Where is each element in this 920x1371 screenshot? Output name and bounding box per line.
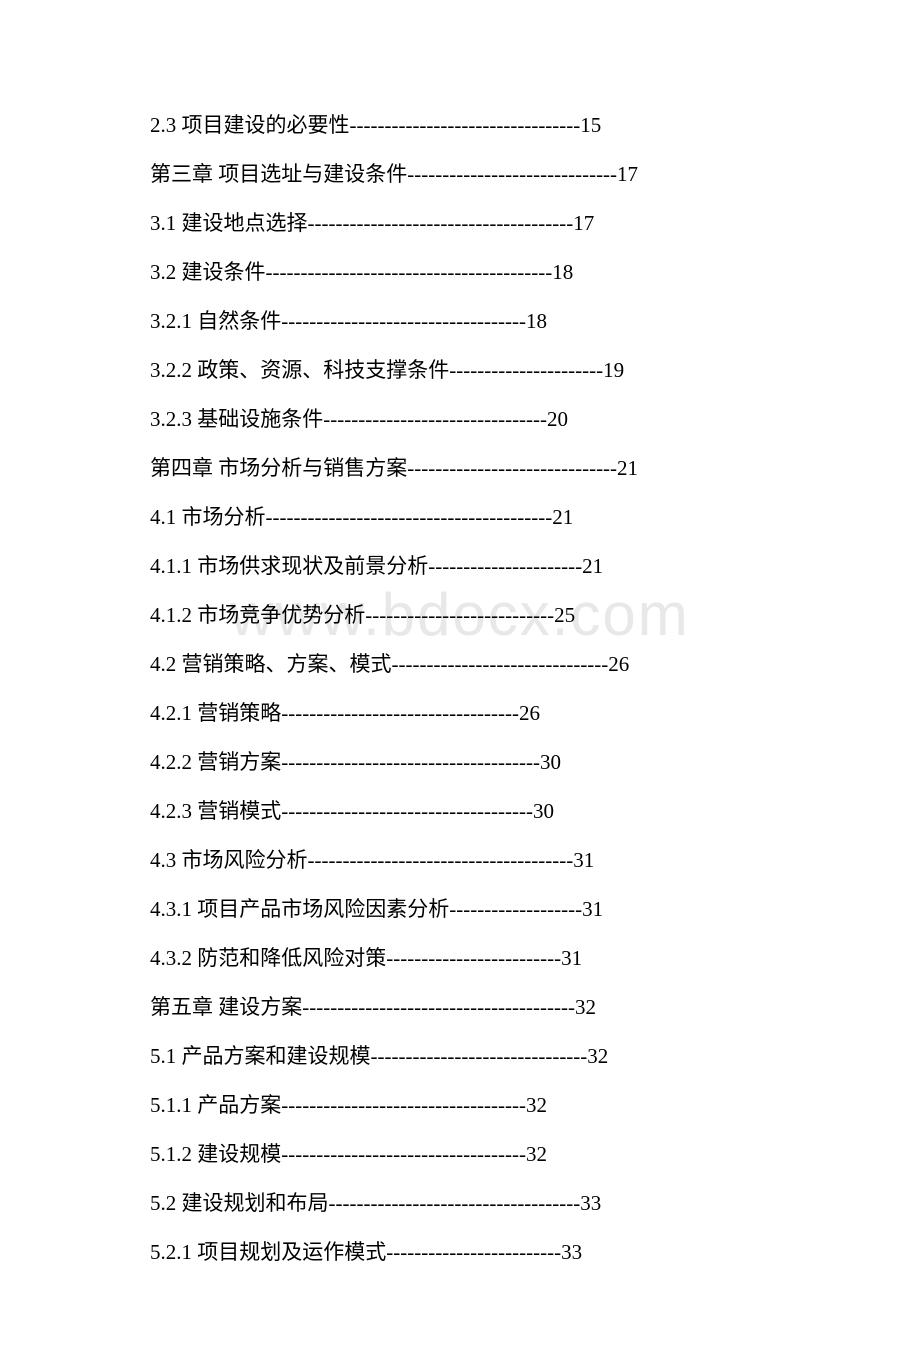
toc-entry-text: 4.1 市场分析 <box>150 505 266 529</box>
toc-entry-page: 31 <box>582 897 603 921</box>
toc-entry-leader: ------------------------------- <box>371 1044 588 1068</box>
toc-entry-leader: ------------------------------ <box>407 162 617 186</box>
toc-entry-page: 18 <box>526 309 547 333</box>
toc-entry: 5.2.1 项目规划及运作模式-------------------------… <box>150 1242 770 1263</box>
toc-entry: 4.1 市场分析--------------------------------… <box>150 507 770 528</box>
toc-entry-page: 30 <box>540 750 561 774</box>
toc-entry-page: 19 <box>603 358 624 382</box>
toc-entry-text: 4.3 市场风险分析 <box>150 848 308 872</box>
toc-entry-text: 第五章 建设方案 <box>150 995 302 1019</box>
toc-entry-leader: ----------------------------------------… <box>266 260 553 284</box>
toc-entry: 3.2.2 政策、资源、科技支撑条件----------------------… <box>150 360 770 381</box>
toc-entry-text: 4.2.1 营销策略 <box>150 701 281 725</box>
toc-list: 2.3 项目建设的必要性----------------------------… <box>150 115 770 1263</box>
toc-entry-text: 4.3.2 防范和降低风险对策 <box>150 946 386 970</box>
toc-entry: 5.1.2 建设规模------------------------------… <box>150 1144 770 1165</box>
toc-entry: 5.1 产品方案和建设规模---------------------------… <box>150 1046 770 1067</box>
toc-entry-page: 21 <box>582 554 603 578</box>
toc-entry-text: 4.3.1 项目产品市场风险因素分析 <box>150 897 449 921</box>
toc-entry: 3.1 建设地点选择------------------------------… <box>150 213 770 234</box>
toc-entry: 4.1.2 市场竞争优势分析--------------------------… <box>150 605 770 626</box>
toc-entry: 4.2.2 营销方案------------------------------… <box>150 752 770 773</box>
toc-entry-page: 26 <box>608 652 629 676</box>
toc-entry-text: 4.1.1 市场供求现状及前景分析 <box>150 554 428 578</box>
toc-entry-text: 4.1.2 市场竞争优势分析 <box>150 603 365 627</box>
toc-entry: 第五章 建设方案--------------------------------… <box>150 997 770 1018</box>
toc-entry: 2.3 项目建设的必要性----------------------------… <box>150 115 770 136</box>
toc-entry-page: 26 <box>519 701 540 725</box>
toc-entry-leader: -------------------------------- <box>323 407 547 431</box>
toc-entry-text: 5.1 产品方案和建设规模 <box>150 1044 371 1068</box>
toc-entry-leader: ------------------------------------- <box>281 750 540 774</box>
toc-entry-text: 5.1.2 建设规模 <box>150 1142 281 1166</box>
toc-entry-page: 32 <box>575 995 596 1019</box>
toc-entry-page: 21 <box>552 505 573 529</box>
toc-entry-leader: ----------------------------------------… <box>266 505 553 529</box>
toc-entry: 4.3.2 防范和降低风险对策-------------------------… <box>150 948 770 969</box>
toc-entry: 4.2.3 营销模式------------------------------… <box>150 801 770 822</box>
toc-entry-page: 17 <box>573 211 594 235</box>
toc-entry-leader: -------------------------------------- <box>308 848 574 872</box>
toc-entry-page: 20 <box>547 407 568 431</box>
toc-entry: 第三章 项目选址与建设条件---------------------------… <box>150 164 770 185</box>
toc-entry-text: 3.2.2 政策、资源、科技支撑条件 <box>150 358 449 382</box>
toc-entry-leader: ------------------------------ <box>407 456 617 480</box>
toc-entry: 3.2.1 自然条件------------------------------… <box>150 311 770 332</box>
toc-entry-leader: --------------------------- <box>365 603 554 627</box>
toc-entry: 3.2.3 基础设施条件----------------------------… <box>150 409 770 430</box>
toc-entry-leader: ---------------------- <box>428 554 582 578</box>
toc-container: 2.3 项目建设的必要性----------------------------… <box>0 0 920 1371</box>
toc-entry-text: 5.1.1 产品方案 <box>150 1093 281 1117</box>
toc-entry-text: 第三章 项目选址与建设条件 <box>150 162 407 186</box>
toc-entry-text: 4.2.2 营销方案 <box>150 750 281 774</box>
toc-entry-page: 17 <box>617 162 638 186</box>
toc-entry-page: 31 <box>561 946 582 970</box>
toc-entry: 5.1.1 产品方案------------------------------… <box>150 1095 770 1116</box>
toc-entry-text: 4.2 营销策略、方案、模式 <box>150 652 392 676</box>
toc-entry-leader: ----------------------------------- <box>281 1093 526 1117</box>
toc-entry-page: 32 <box>526 1142 547 1166</box>
toc-entry: 4.3 市场风险分析------------------------------… <box>150 850 770 871</box>
toc-entry-leader: ---------------------- <box>449 358 603 382</box>
toc-entry-leader: --------------------------------- <box>350 113 581 137</box>
toc-entry-leader: ---------------------------------- <box>281 701 519 725</box>
toc-entry-leader: ------------------------------- <box>392 652 609 676</box>
toc-entry-leader: ----------------------------------- <box>281 309 526 333</box>
toc-entry: 3.2 建设条件--------------------------------… <box>150 262 770 283</box>
toc-entry: 5.2 建设规划和布局-----------------------------… <box>150 1193 770 1214</box>
toc-entry-page: 18 <box>552 260 573 284</box>
toc-entry-leader: ------------------------------------ <box>329 1191 581 1215</box>
toc-entry-leader: --------------------------------------- <box>302 995 575 1019</box>
toc-entry-leader: -------------------------------------- <box>308 211 574 235</box>
toc-entry-page: 33 <box>580 1191 601 1215</box>
toc-entry-page: 30 <box>533 799 554 823</box>
toc-entry-text: 2.3 项目建设的必要性 <box>150 113 350 137</box>
toc-entry: 4.3.1 项目产品市场风险因素分析-------------------31 <box>150 899 770 920</box>
toc-entry: 4.2.1 营销策略------------------------------… <box>150 703 770 724</box>
toc-entry-page: 21 <box>617 456 638 480</box>
toc-entry-text: 5.2 建设规划和布局 <box>150 1191 329 1215</box>
toc-entry-text: 3.2 建设条件 <box>150 260 266 284</box>
toc-entry-leader: ----------------------------------- <box>281 1142 526 1166</box>
toc-entry-page: 25 <box>554 603 575 627</box>
toc-entry-text: 4.2.3 营销模式 <box>150 799 281 823</box>
toc-entry-page: 32 <box>587 1044 608 1068</box>
toc-entry-page: 15 <box>580 113 601 137</box>
toc-entry-leader: ------------------------------------ <box>281 799 533 823</box>
toc-entry: 4.2 营销策略、方案、模式--------------------------… <box>150 654 770 675</box>
toc-entry-page: 31 <box>573 848 594 872</box>
toc-entry-text: 第四章 市场分析与销售方案 <box>150 456 407 480</box>
toc-entry: 4.1.1 市场供求现状及前景分析----------------------2… <box>150 556 770 577</box>
toc-entry-text: 3.1 建设地点选择 <box>150 211 308 235</box>
toc-entry-text: 3.2.1 自然条件 <box>150 309 281 333</box>
toc-entry-leader: ------------------------- <box>386 1240 561 1264</box>
toc-entry-leader: ------------------- <box>449 897 582 921</box>
toc-entry: 第四章 市场分析与销售方案---------------------------… <box>150 458 770 479</box>
toc-entry-page: 33 <box>561 1240 582 1264</box>
toc-entry-text: 3.2.3 基础设施条件 <box>150 407 323 431</box>
toc-entry-page: 32 <box>526 1093 547 1117</box>
toc-entry-text: 5.2.1 项目规划及运作模式 <box>150 1240 386 1264</box>
toc-entry-leader: ------------------------- <box>386 946 561 970</box>
